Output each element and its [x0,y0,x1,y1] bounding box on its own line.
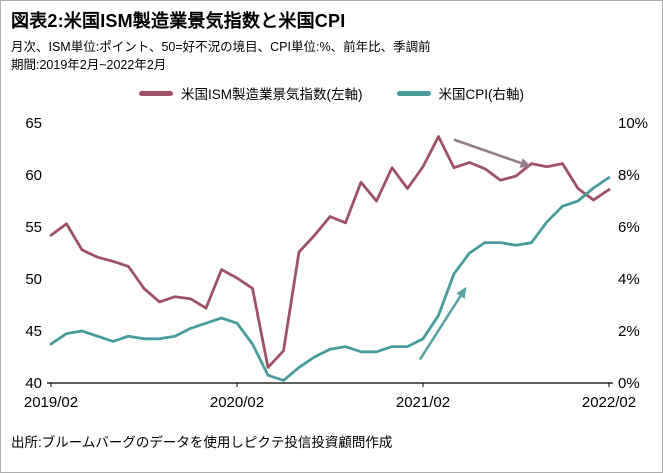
subtitle-line-1: 月次、ISM単位:ポイント、50=好不況の境目、CPI単位:%、前年比、季調前 [11,40,431,54]
ism-decline-arrow [453,138,522,165]
legend-label-ism: 米国ISM製造業景気指数(左軸) [181,87,363,103]
ism-decline-arrow-head [519,158,532,169]
right-axis-tick: 2% [618,323,640,340]
ism-line [49,135,611,370]
right-axis-tick: 0% [618,375,640,392]
right-axis-tick: 10% [618,115,648,132]
cpi-line [49,176,611,383]
left-axis-tick: 55 [25,219,42,236]
left-axis-tick: 50 [25,271,42,288]
x-axis-label: 2022/02 [582,394,636,411]
source-note: 出所:ブルームバーグのデータを使用しピクテ投信投資顧問作成 [11,435,393,451]
legend-label-cpi: 米国CPI(右軸) [438,87,525,103]
left-axis-tick: 60 [25,167,42,184]
cpi-rise-arrow-head [456,287,467,300]
right-axis-tick: 4% [618,271,640,288]
chart-area: 40 45 50 55 60 65 0% 2% 4% 6% 8% 10% 2019/02 2020/02 2… [11,107,652,428]
right-axis-tick: 6% [618,219,640,236]
left-axis-tick: 65 [25,115,42,132]
legend: 米国ISM製造業景気指数(左軸) 米国CPI(右軸) [11,83,652,103]
right-axis-tick: 8% [618,167,640,184]
chart: 40 45 50 55 60 65 0% 2% 4% 6% 8% 10% 2019/02 2020/02 2… [24,115,648,411]
ism-line-swatch [139,90,173,96]
left-axis-tick: 40 [25,375,42,392]
x-axis-label: 2021/02 [396,394,450,411]
legend-item-cpi: 米国CPI(右軸) [396,83,525,103]
legend-item-ism: 米国ISM製造業景気指数(左軸) [139,83,363,103]
left-axis-tick: 45 [25,323,42,340]
cpi-rise-arrow [418,295,462,361]
figure-title: 図表2:米国ISM製造業景気指数と米国CPI [11,11,346,31]
subtitle-line-2: 期間:2019年2月~2022年2月 [11,58,167,73]
cpi-line-swatch [396,90,431,96]
x-axis-label: 2019/02 [24,394,78,411]
x-axis-label: 2020/02 [210,394,264,411]
